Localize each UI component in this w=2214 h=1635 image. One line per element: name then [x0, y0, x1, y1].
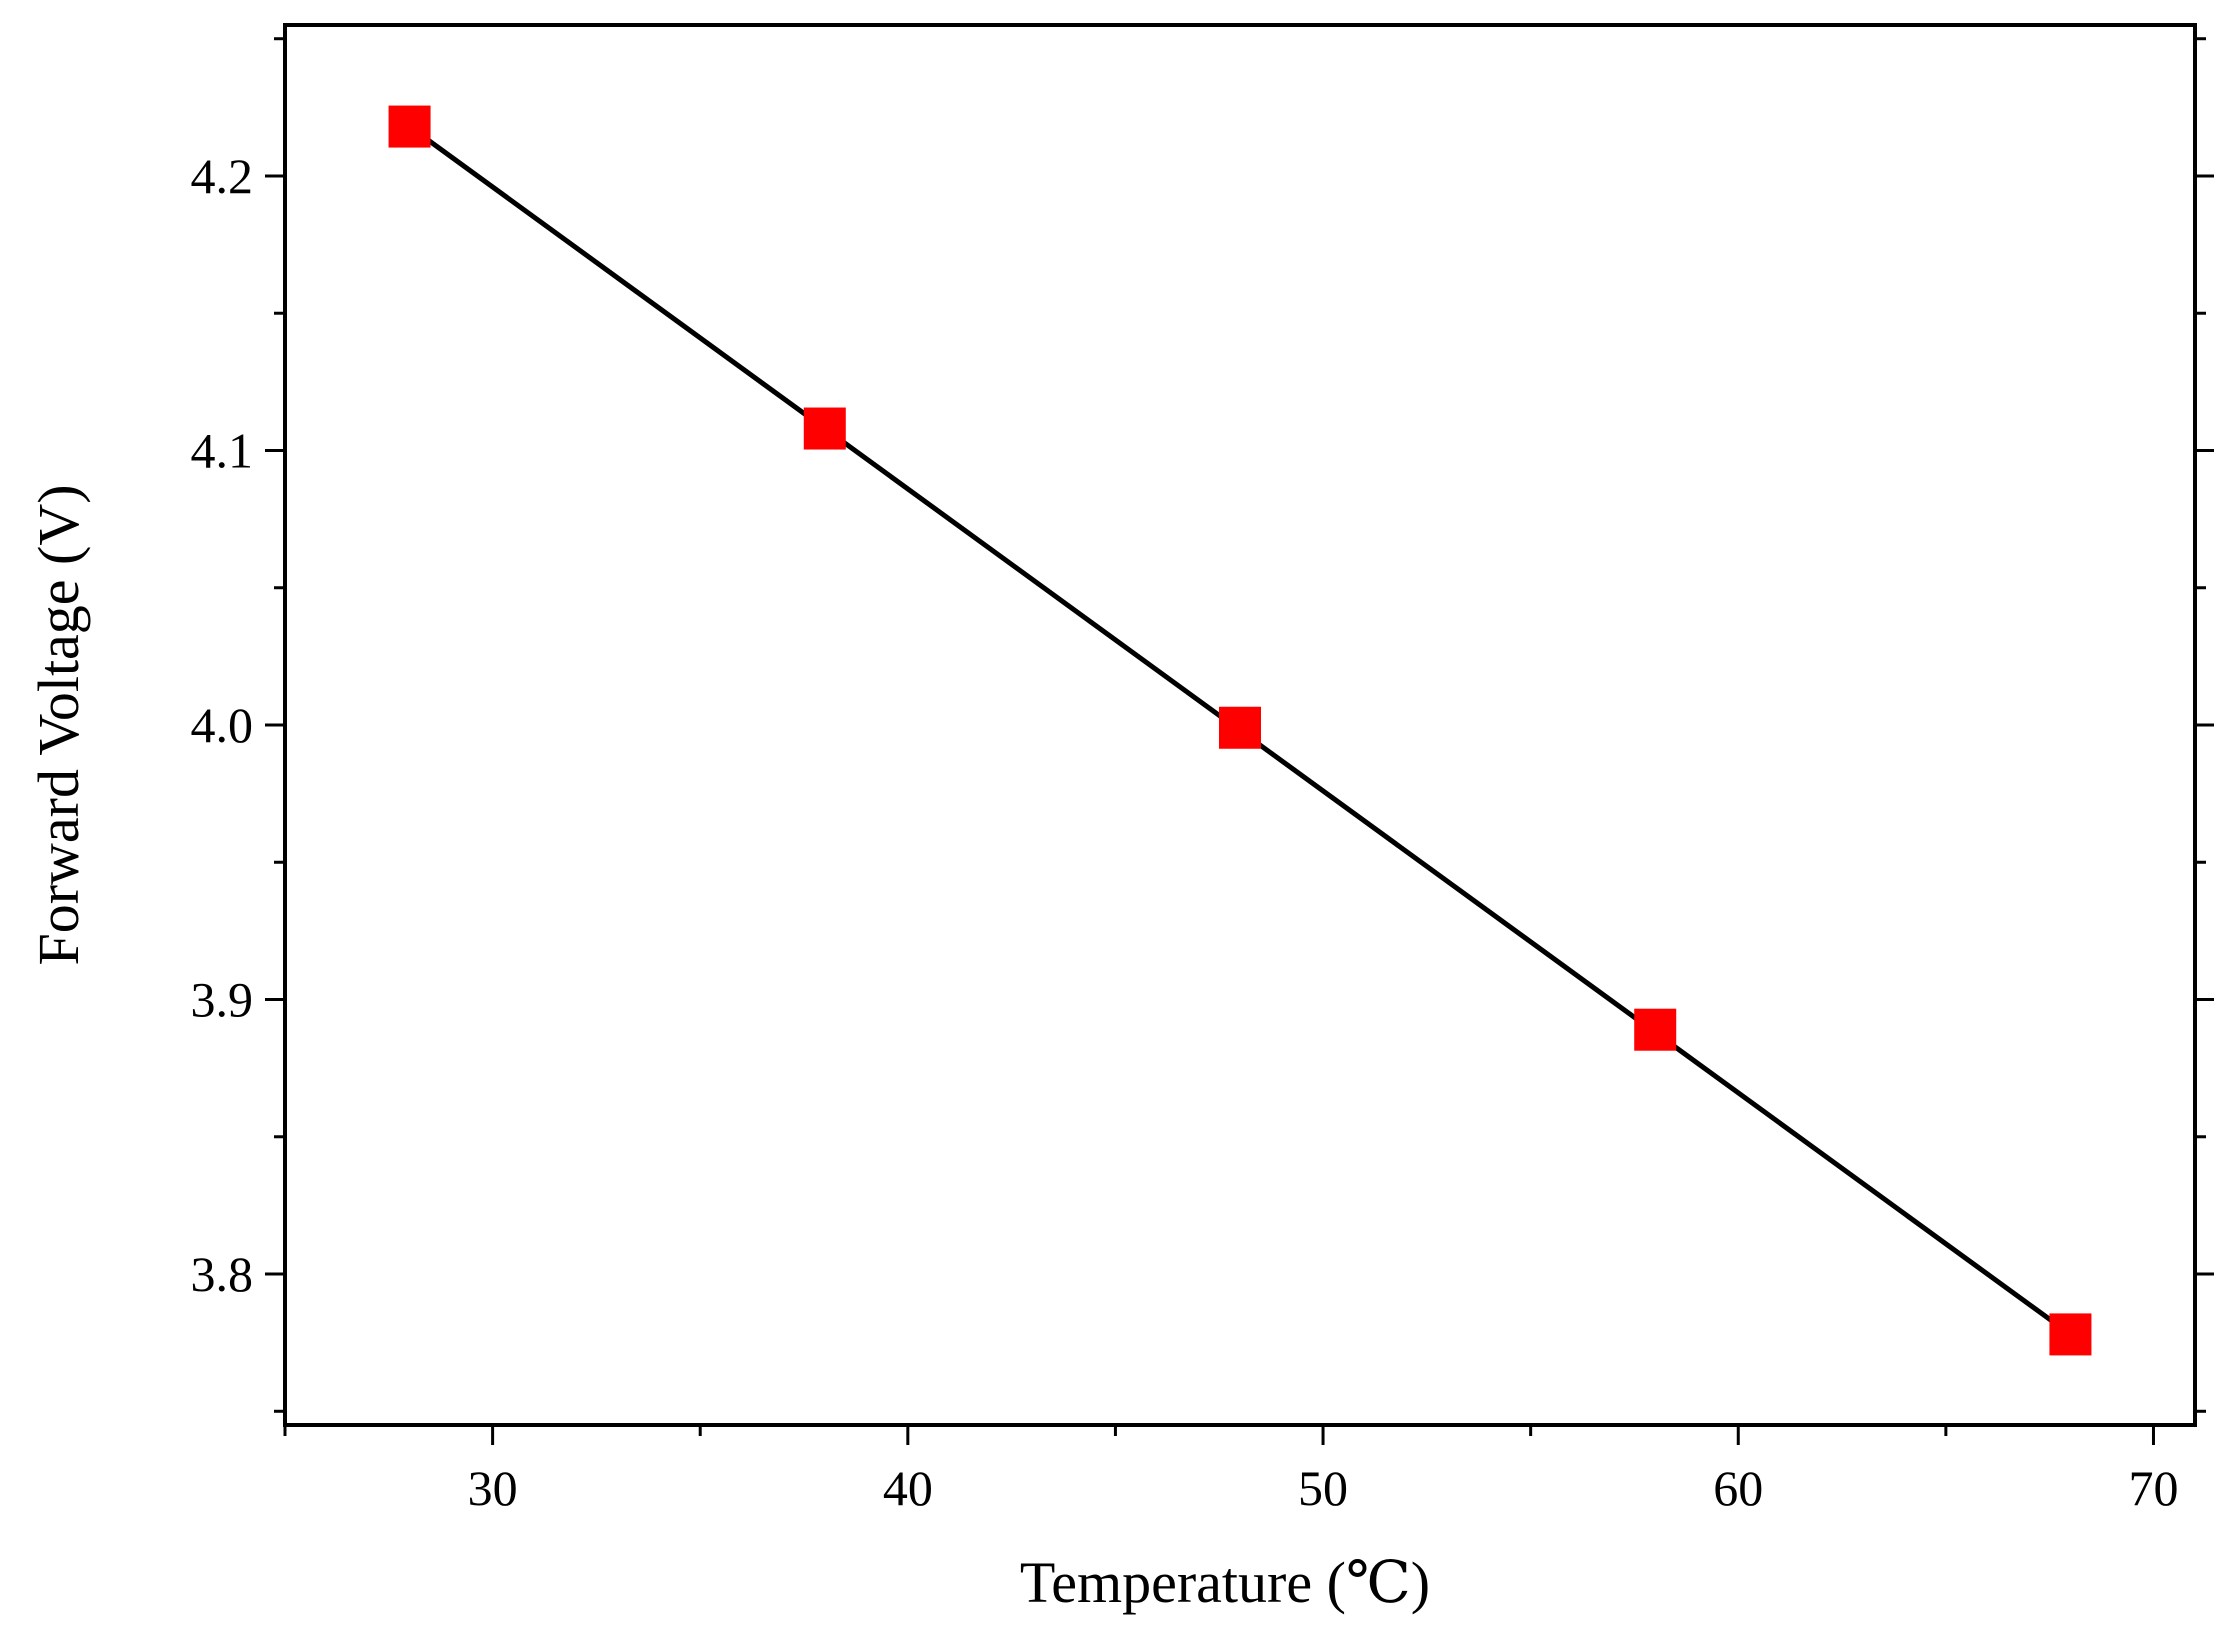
x-tick-label: 70 [2128, 1460, 2178, 1516]
y-tick-label: 4.2 [191, 148, 254, 204]
axis-ticks [265, 37, 2214, 1445]
y-tick-label: 4.1 [191, 422, 254, 478]
x-tick-label: 40 [883, 1460, 933, 1516]
data-point [803, 407, 846, 450]
data-point [1219, 706, 1261, 749]
data-point [388, 105, 431, 148]
data-point [2049, 1313, 2092, 1356]
axis-tick-labels: 30 40 50 60 70 3.8 3.9 4.0 4.1 4.2 [191, 148, 2179, 1516]
x-tick-label: 50 [1298, 1460, 1348, 1516]
data-markers [388, 105, 2092, 1356]
x-axis-title: Temperature (℃) [1020, 1550, 1430, 1615]
y-axis-title: Forward Voltage (V) [26, 484, 91, 965]
data-point [1634, 1008, 1677, 1051]
y-tick-label: 4.0 [191, 697, 254, 753]
x-tick-label: 60 [1713, 1460, 1763, 1516]
x-tick-label: 30 [468, 1460, 518, 1516]
y-tick-label: 3.9 [191, 972, 254, 1028]
y-tick-label: 3.8 [191, 1246, 254, 1302]
